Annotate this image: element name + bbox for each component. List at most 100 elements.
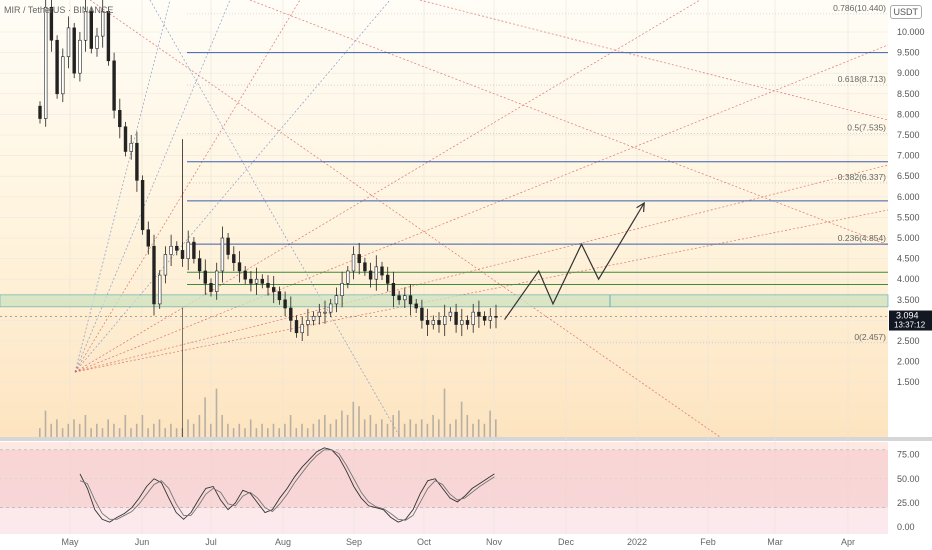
volume-bar — [153, 423, 155, 437]
volume-bar — [398, 410, 400, 437]
time-tick-label: 2022 — [627, 537, 647, 547]
candle-body — [374, 266, 378, 280]
fan-line-red — [249, 0, 889, 246]
candle-body — [391, 283, 396, 296]
candle-body — [363, 262, 367, 272]
price-tick-label: 4.000 — [897, 274, 920, 284]
volume-bar — [113, 423, 115, 437]
candle-body — [477, 311, 481, 317]
symbol-label: MIR / TetherUS · BINANCE — [4, 5, 114, 15]
candle-body — [454, 311, 458, 325]
volume-bar — [489, 410, 491, 437]
volume-bar — [420, 419, 423, 437]
volume-bar — [318, 419, 320, 437]
candle-body — [311, 315, 316, 321]
volume-bar — [215, 388, 218, 437]
candle-body — [106, 11, 111, 62]
time-tick-label: Mar — [767, 537, 783, 547]
candle-body — [220, 237, 225, 272]
candle-body — [152, 245, 156, 305]
volume-bar — [67, 423, 70, 437]
osc-line — [79, 447, 495, 523]
volume-bar — [386, 423, 389, 437]
volume-bar — [210, 423, 212, 437]
candle-body — [38, 105, 42, 119]
price-tick-label: 1.500 — [897, 377, 920, 387]
candle-body — [237, 262, 242, 272]
fan-lines — [74, 0, 889, 438]
candle-body — [385, 274, 390, 284]
candle-body — [425, 320, 430, 325]
candle-body — [140, 180, 145, 231]
price-tick-label: 2.500 — [897, 336, 920, 346]
volume-bar — [415, 423, 417, 437]
time-tick-label: Dec — [558, 537, 575, 547]
volume-bar — [329, 423, 332, 437]
time-tick-label: Sep — [346, 537, 362, 547]
currency-button[interactable]: USDT — [889, 5, 922, 19]
volume-bar — [284, 423, 286, 437]
candle-body — [49, 6, 54, 41]
time-tick-label: Oct — [417, 537, 432, 547]
candle-body — [408, 295, 413, 305]
price-tick-label: 8.500 — [897, 89, 920, 99]
volume-bar — [44, 410, 47, 437]
price-axis-background — [888, 0, 932, 534]
candle-body — [448, 311, 453, 317]
price-tick-label: 9.500 — [897, 48, 920, 58]
candle-body — [437, 320, 441, 325]
candle-body — [260, 278, 264, 284]
candle-body — [328, 303, 333, 313]
volume-bar — [56, 419, 58, 437]
volume-bar — [460, 401, 463, 437]
volume-bar — [39, 428, 41, 437]
candle-body — [146, 229, 150, 247]
candle-body — [175, 245, 179, 251]
time-axis: May Jun Jul Aug Sep Oct Nov Dec 2022 Feb Mar Apr — [61, 537, 855, 547]
candle-body — [61, 56, 65, 95]
candle-body — [243, 270, 247, 280]
volume-bar — [221, 415, 223, 437]
candle-body — [340, 283, 344, 296]
fib-label: 0.5(7.535) — [847, 123, 886, 133]
volume-bar — [278, 428, 280, 437]
fan-line-red — [74, 0, 701, 373]
volume-bar — [381, 419, 383, 437]
candle-body — [163, 254, 168, 276]
volume-bar — [443, 388, 446, 437]
volume-bar — [232, 428, 235, 437]
candle-body — [83, 11, 88, 41]
volume-bar — [261, 423, 263, 437]
grid — [0, 0, 888, 534]
candle-body — [494, 315, 498, 318]
time-tick-label: May — [61, 537, 79, 547]
candle-body — [488, 315, 492, 321]
support-zone — [0, 294, 889, 308]
candle-body — [123, 126, 128, 152]
candle-body — [277, 291, 282, 301]
candle-body — [186, 241, 190, 259]
candle-body — [482, 315, 487, 321]
volume-bar — [84, 415, 87, 437]
volume-bar — [449, 423, 451, 437]
candle-body — [471, 311, 475, 325]
volume-bar — [392, 415, 394, 437]
price-tick-label: 6.000 — [897, 192, 920, 202]
current-price-text: 3.094 — [896, 311, 919, 321]
volume-bar — [61, 428, 64, 437]
candle-body — [118, 109, 122, 128]
volume-bar — [312, 423, 315, 437]
price-tick-label: 5.000 — [897, 233, 920, 243]
osc-line — [79, 449, 495, 521]
volume-bar — [455, 419, 457, 437]
price-pane-background — [0, 0, 888, 437]
candle-body — [197, 258, 202, 272]
candle-body — [89, 11, 94, 49]
volume-bar — [352, 401, 355, 437]
volume-bar — [346, 415, 349, 437]
volume-bar — [289, 415, 292, 437]
stoch-rsi — [0, 447, 888, 523]
price-tick-label: 8.000 — [897, 109, 920, 119]
